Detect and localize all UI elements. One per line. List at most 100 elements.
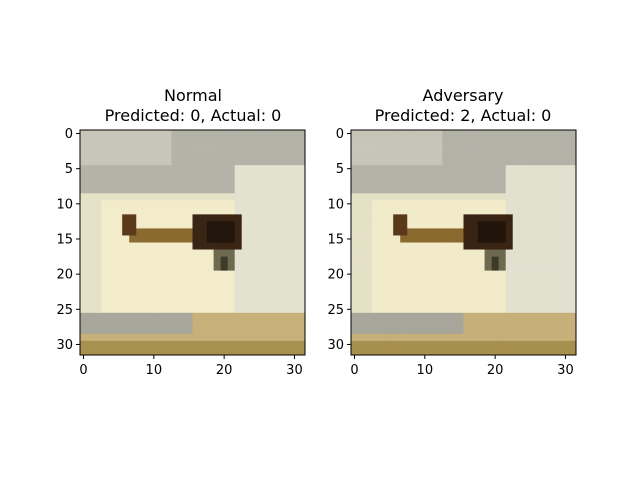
image-pixel xyxy=(351,326,359,335)
image-pixel xyxy=(87,186,95,194)
image-pixel xyxy=(150,221,158,229)
image-pixel xyxy=(178,228,186,236)
subplot-normal: Normal Predicted: 0, Actual: 0 0 10 20 3005… xyxy=(56,86,306,378)
image-pixel xyxy=(220,186,229,194)
image-pixel xyxy=(456,165,464,173)
image-pixel xyxy=(122,158,130,166)
image-pixel xyxy=(129,326,137,335)
image-pixel xyxy=(456,144,464,152)
image-pixel xyxy=(519,284,528,293)
image-pixel xyxy=(540,249,549,257)
image-pixel xyxy=(519,158,528,166)
image-pixel xyxy=(365,284,373,293)
image-pixel xyxy=(262,291,271,300)
image-pixel xyxy=(400,130,408,138)
image-pixel xyxy=(533,263,542,271)
image-pixel xyxy=(365,305,373,314)
image-pixel xyxy=(421,200,429,208)
image-pixel xyxy=(206,298,214,307)
image-pixel xyxy=(234,340,243,349)
image-pixel xyxy=(262,130,271,138)
image-pixel xyxy=(358,333,366,342)
image-pixel xyxy=(206,263,214,271)
image-pixel xyxy=(234,200,243,208)
image-pixel xyxy=(115,249,123,257)
image-pixel xyxy=(157,312,165,321)
image-pixel xyxy=(477,235,485,243)
image-pixel xyxy=(442,347,450,356)
image-pixel xyxy=(547,263,556,271)
image-pixel xyxy=(220,256,229,264)
image-pixel xyxy=(185,284,193,293)
image-pixel xyxy=(547,186,556,194)
image-pixel xyxy=(171,151,179,159)
image-pixel xyxy=(248,242,257,250)
image-pixel xyxy=(178,333,186,342)
image-pixel xyxy=(227,284,236,293)
image-pixel xyxy=(449,347,457,356)
image-pixel xyxy=(449,256,457,264)
image-pixel xyxy=(115,242,123,250)
image-pixel xyxy=(568,151,577,159)
image-pixel xyxy=(157,263,165,271)
image-pixel xyxy=(199,235,207,243)
image-pixel xyxy=(101,130,109,138)
image-pixel xyxy=(435,137,443,145)
image-pixel xyxy=(561,347,570,356)
image-pixel xyxy=(442,221,450,229)
image-pixel xyxy=(213,235,221,243)
image-pixel xyxy=(150,242,158,250)
image-pixel xyxy=(157,347,165,356)
image-pixel xyxy=(143,270,151,279)
image-pixel xyxy=(477,165,485,173)
image-pixel xyxy=(241,249,250,257)
image-pixel xyxy=(484,326,492,335)
image-pixel xyxy=(178,319,186,328)
image-pixel xyxy=(213,249,221,257)
image-pixel xyxy=(80,172,88,180)
image-pixel xyxy=(255,319,264,328)
image-pixel xyxy=(248,340,257,349)
image-pixel xyxy=(554,298,563,307)
image-pixel xyxy=(554,319,563,328)
image-pixel xyxy=(386,340,394,349)
image-pixel xyxy=(379,305,387,314)
image-pixel xyxy=(547,158,556,166)
image-pixel xyxy=(407,179,415,187)
image-pixel xyxy=(379,235,387,243)
image-pixel xyxy=(358,319,366,328)
image-pixel xyxy=(386,319,394,328)
image-pixel xyxy=(526,179,535,187)
image-pixel xyxy=(178,312,186,321)
image-pixel xyxy=(171,291,179,300)
image-pixel xyxy=(533,305,542,314)
image-pixel xyxy=(290,249,299,257)
image-pixel xyxy=(122,130,130,138)
image-pixel xyxy=(400,284,408,293)
image-pixel xyxy=(87,284,95,293)
image-pixel xyxy=(185,207,193,215)
image-pixel xyxy=(199,151,207,159)
image-pixel xyxy=(477,326,485,335)
image-pixel xyxy=(428,144,436,152)
image-pixel xyxy=(297,305,306,314)
image-pixel xyxy=(283,137,292,145)
image-pixel xyxy=(248,144,257,152)
image-pixel xyxy=(498,312,507,321)
image-pixel xyxy=(283,305,292,314)
image-pixel xyxy=(498,221,507,229)
image-pixel xyxy=(262,151,271,159)
image-pixel xyxy=(484,256,492,264)
image-pixel xyxy=(164,291,172,300)
image-pixel xyxy=(554,172,563,180)
image-pixel xyxy=(262,305,271,314)
image-pixel xyxy=(269,326,278,335)
image-pixel xyxy=(255,291,264,300)
image-pixel xyxy=(101,200,109,208)
image-pixel xyxy=(206,242,214,250)
image-pixel xyxy=(276,130,285,138)
image-pixel xyxy=(386,312,394,321)
image-pixel xyxy=(164,200,172,208)
image-pixel xyxy=(143,340,151,349)
